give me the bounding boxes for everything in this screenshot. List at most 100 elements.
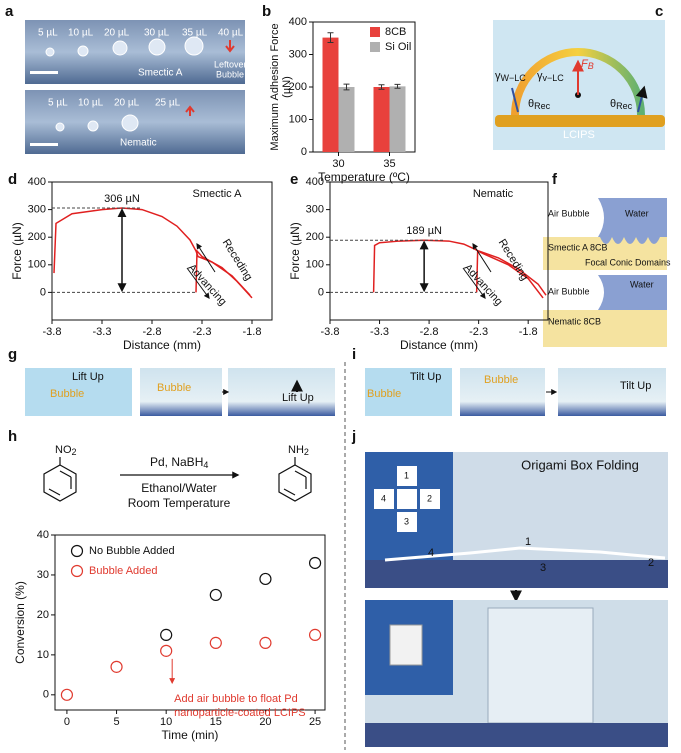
volume-label: 20 µL [104, 28, 130, 39]
symbol: F [581, 58, 589, 70]
subscript: B [588, 61, 594, 71]
film [384, 546, 666, 562]
point [60, 688, 74, 701]
action-label: Lift Up [72, 371, 104, 383]
peak-label: 189 µN [406, 225, 442, 237]
solvent: Ethanol/Water [141, 481, 217, 495]
phase-label: Nematic [120, 138, 157, 149]
formula: NO [55, 444, 72, 456]
reagent: Pd, NaBH4 [150, 455, 208, 470]
x-tick-label: -1.8 [243, 326, 262, 338]
point [110, 660, 123, 673]
panel-c: FB γW−LC γv−LC θRec θRec LCIPS [493, 20, 665, 150]
x-tick-label: -3.8 [43, 326, 62, 338]
error-bar [394, 83, 401, 89]
panel-i: Tilt Up Bubble Bubble Tilt Up [365, 368, 666, 416]
volume-label: 25 µL [155, 98, 181, 109]
annotation: Add air bubble to float Pd [174, 693, 298, 705]
symbol: θ [610, 98, 616, 110]
phase-label: Smectic A [138, 68, 183, 79]
photo [25, 20, 245, 84]
note: Leftover [214, 59, 247, 69]
x-tick-label: -3.8 [321, 326, 340, 338]
x-tick-label: -2.3 [469, 326, 488, 338]
arrow [196, 242, 216, 273]
force-label: FB [581, 58, 594, 71]
face-label: 4 [381, 493, 386, 503]
panel-labels: a b c d e f g h i j [5, 3, 663, 445]
photo [558, 368, 666, 416]
phase-label: Smectic A [193, 188, 243, 200]
subscript: W−LC [501, 73, 527, 83]
line [53, 207, 251, 296]
photo [365, 368, 452, 416]
subscript: v−LC [543, 73, 565, 83]
reaction-scheme [43, 457, 312, 502]
y-tick-label: 100 [306, 259, 324, 271]
y-tick-label: 100 [289, 113, 307, 125]
error-bar [327, 32, 334, 43]
base [365, 560, 668, 588]
panel-g: Lift Up Bubble Bubble Lift Up [25, 368, 335, 416]
domain-label: Focal Conic Domains [585, 257, 671, 267]
legend-label: Bubble Added [89, 565, 158, 577]
y-axis-label: Force (µN) [10, 222, 24, 280]
bubble-label: Air Bubble [548, 208, 590, 218]
y-tick-label: 400 [28, 176, 46, 188]
x-tick-label: 25 [309, 716, 321, 728]
photo-label: 4 [428, 547, 434, 559]
bubble-label: Bubble [157, 382, 191, 394]
bar [322, 37, 339, 152]
gamma-label: γW−LC [495, 70, 526, 83]
y-axis-label: Maximum Adhesion Force [269, 23, 281, 150]
panel-label: i [352, 346, 356, 363]
panel-label: f [552, 171, 558, 188]
benzene [43, 464, 77, 502]
action-label: Tilt Up [620, 380, 651, 392]
group-label: NH2 [288, 444, 309, 457]
panel-label: e [290, 171, 298, 188]
arrow-label: Advancing [461, 262, 504, 308]
panel-label: d [8, 171, 17, 188]
line [195, 249, 253, 299]
plot-frame [51, 181, 273, 321]
subscript: Rec [616, 101, 633, 111]
water-label: Water [625, 208, 649, 218]
y-tick-label: 40 [37, 529, 49, 541]
symbol: γ [495, 70, 501, 82]
y-tick-label: 400 [289, 16, 307, 28]
gamma-label: γv−LC [537, 70, 564, 83]
photo [228, 368, 335, 416]
phase-label: Nematic [473, 188, 514, 200]
photo-label: 2 [648, 557, 654, 569]
bubble-label: Bubble [484, 374, 518, 386]
y-tick-label: 300 [306, 204, 324, 216]
bubble-label: Air Bubble [548, 286, 590, 296]
panel-f: Air Bubble Water Smectic A 8CB Focal Con… [543, 198, 671, 347]
formula: NH [288, 444, 304, 456]
y-tick-label: 0 [301, 146, 307, 158]
panel-label: b [262, 3, 271, 20]
point [259, 572, 272, 586]
legend-swatch [370, 27, 380, 37]
bubble-label: Bubble [367, 388, 401, 400]
y-tick-label: 0 [318, 286, 324, 298]
domains [600, 237, 660, 244]
point [160, 628, 173, 641]
note: Bubble [216, 69, 244, 79]
x-axis-label: Temperature (ºC) [318, 170, 410, 184]
arrow [186, 267, 210, 299]
arrow [462, 267, 486, 299]
x-tick-label: -2.8 [143, 326, 162, 338]
reagent-text: Pd, NaBH [150, 455, 203, 469]
net [374, 466, 440, 532]
peak-label: 306 µN [104, 193, 140, 205]
x-tick-label: -2.3 [193, 326, 212, 338]
plot-frame [54, 534, 326, 711]
subscript: 2 [304, 447, 309, 457]
arrow [185, 105, 195, 116]
legend-label: Si Oil [385, 41, 411, 53]
y-tick-label: 300 [28, 204, 46, 216]
box-icon [389, 624, 423, 666]
